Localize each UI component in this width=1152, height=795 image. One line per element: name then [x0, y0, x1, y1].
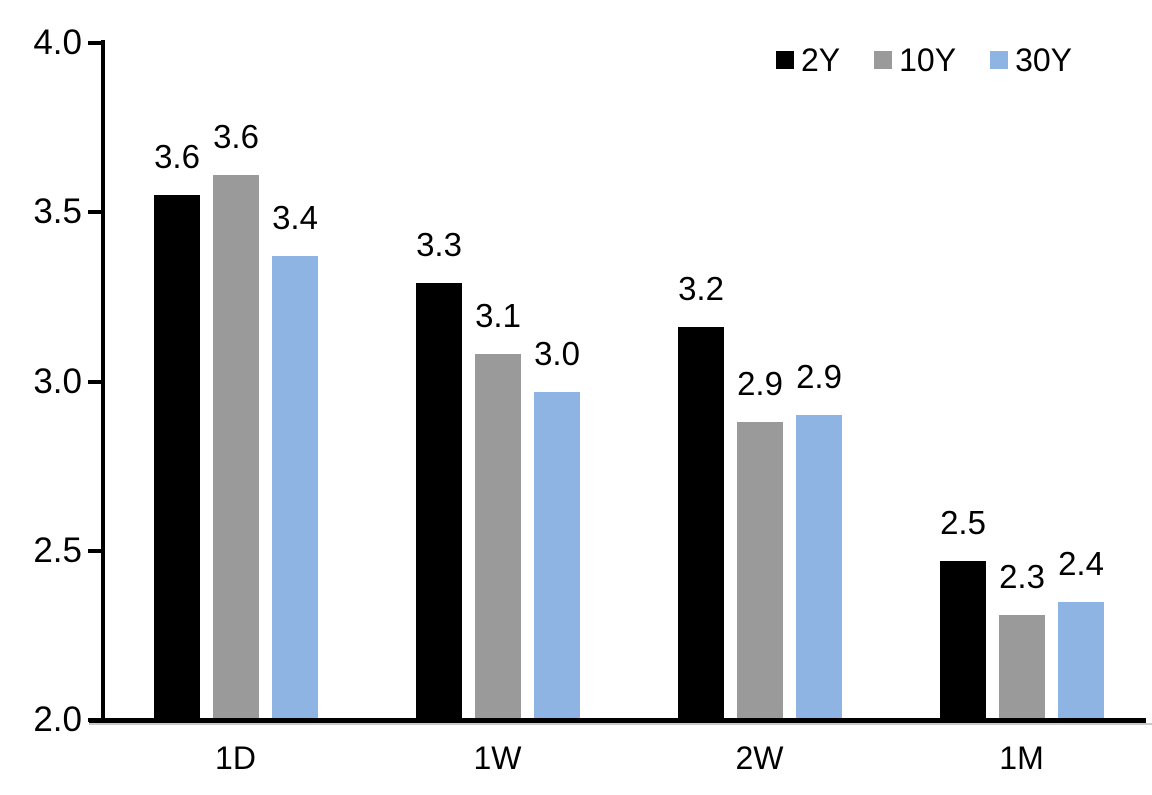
- x-axis-label-1w: 1W: [473, 740, 522, 776]
- bar-30y-1m: [1058, 601, 1104, 718]
- y-tick-mark: [88, 718, 101, 722]
- bar-value-label: 3.0: [534, 334, 580, 372]
- bar-10y-1d: [213, 175, 259, 718]
- bar-value-label: 2.4: [1058, 544, 1104, 582]
- legend-swatch-30y-icon: [990, 51, 1009, 69]
- y-tick-mark: [88, 210, 101, 215]
- legend-item-2y: 2Y: [775, 40, 841, 80]
- bar-10y-2w: [737, 422, 783, 718]
- bar-30y-1d: [272, 256, 318, 718]
- bar-2y-2w: [678, 327, 724, 718]
- legend-item-10y: 10Y: [874, 40, 956, 80]
- bar-2y-1w: [416, 283, 462, 718]
- legend-swatch-2y-icon: [775, 51, 794, 69]
- x-axis-label-1d: 1D: [215, 740, 256, 776]
- legend-item-30y: 30Y: [990, 40, 1072, 80]
- x-axis-label-2w: 2W: [735, 740, 784, 776]
- legend: 2Y 10Y 30Y: [775, 40, 1072, 80]
- x-axis-label-1m: 1M: [999, 740, 1044, 776]
- x-axis-shadow-line: [89, 723, 1152, 725]
- bar-value-label: 3.1: [475, 297, 521, 335]
- bar-2y-1d: [154, 195, 200, 718]
- legend-swatch-10y-icon: [874, 51, 893, 69]
- bar-value-label: 3.3: [416, 226, 462, 264]
- bar-value-label: 3.6: [154, 138, 200, 176]
- bar-value-label: 2.5: [940, 503, 986, 541]
- y-tick-mark: [88, 379, 101, 384]
- bar-value-label: 2.9: [737, 365, 783, 403]
- y-tick-label: 2.5: [33, 530, 82, 570]
- y-tick-label: 2.0: [33, 700, 82, 739]
- bar-value-label: 2.9: [796, 358, 842, 396]
- legend-label-30y: 30Y: [1015, 42, 1072, 78]
- y-tick-label: 4.0: [33, 23, 82, 62]
- bar-value-label: 2.3: [999, 558, 1045, 596]
- x-axis-line: [89, 718, 1146, 723]
- bar-30y-2w: [796, 415, 842, 718]
- bar-2y-1m: [940, 560, 986, 718]
- bar-value-label: 3.4: [272, 199, 318, 237]
- y-axis-line: [101, 40, 105, 722]
- y-tick-label: 3.5: [33, 192, 82, 232]
- y-tick-label: 3.0: [33, 361, 82, 401]
- bar-value-label: 3.6: [213, 118, 259, 155]
- legend-label-10y: 10Y: [899, 42, 957, 78]
- bar-10y-1m: [999, 615, 1045, 718]
- bar-10y-1w: [475, 354, 521, 718]
- y-tick-mark: [88, 548, 101, 553]
- y-tick-mark: [88, 41, 101, 45]
- legend-label-2y: 2Y: [800, 42, 841, 78]
- bar-value-label: 3.2: [678, 270, 724, 308]
- bar-30y-1w: [534, 391, 580, 718]
